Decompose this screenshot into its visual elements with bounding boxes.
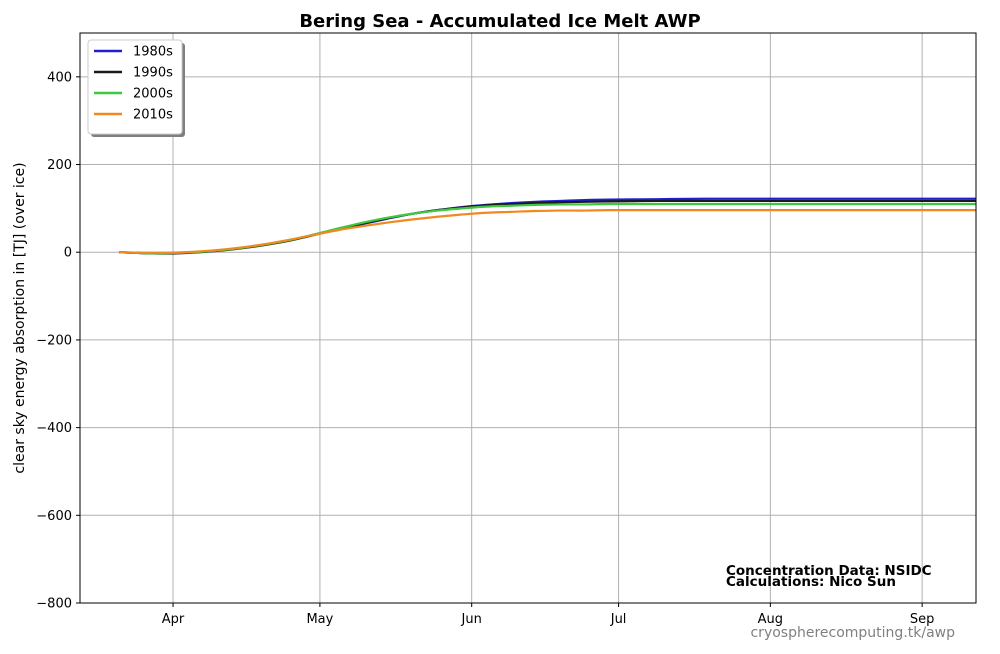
plot-frame [79,32,977,604]
y-tick-label: 200 [47,158,72,173]
legend-label-2010s: 2010s [133,108,173,123]
y-tick-label: 400 [47,70,72,85]
y-axis-label: clear sky energy absorption in [TJ] (ove… [12,162,28,473]
x-tick-label: Jun [461,612,482,627]
annotation-concentration-data: Concentration Data: NSIDC [726,563,932,579]
x-tick-label: Sep [910,612,935,627]
legend-label-1980s: 1980s [133,45,173,60]
chart-title: Bering Sea - Accumulated Ice Melt AWP [299,11,700,32]
watermark-url: cryospherecomputing.tk/awp [750,625,955,641]
legend: 1980s 1990s 2000s 2010s [87,39,185,137]
series-line-2010s [119,209,976,254]
axis-ticks: −800 −600 −400 −200 0 200 400 Apr May Jun Jul Aug Se… [36,70,934,627]
x-tick-label: Jul [610,612,627,627]
y-tick-label: 0 [64,246,72,261]
legend-box [87,39,183,135]
legend-label-2000s: 2000s [133,87,173,102]
legend-label-1990s: 1990s [133,66,173,81]
series-lines [119,197,976,255]
x-tick-label: May [306,612,333,627]
y-tick-label: −400 [36,421,72,436]
annotation-calculations: Calculations: Nico Sun [726,574,896,590]
y-tick-label: −800 [36,597,72,612]
x-tick-label: Apr [162,612,185,627]
x-tick-label: Aug [758,612,783,627]
y-tick-label: −600 [36,509,72,524]
y-tick-label: −200 [36,333,72,348]
